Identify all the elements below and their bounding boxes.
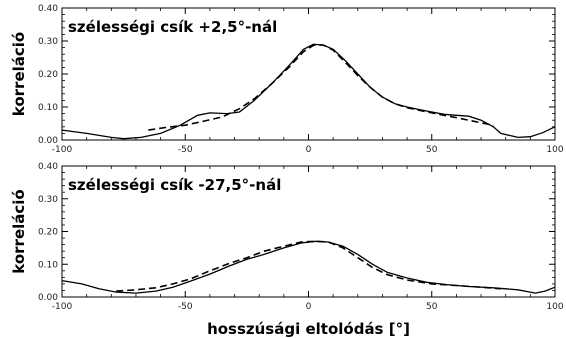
x-tick-label: 100 [546, 302, 563, 312]
series-solid-line [62, 44, 555, 138]
series-group-bottom [62, 241, 555, 293]
x-tick-label: -100 [52, 302, 73, 312]
panel-annotation-bottom: szélességi csík -27,5°-nál [68, 176, 281, 194]
panel-top: 0.000.100.200.300.40 -100 -50 0 50 100 széle… [10, 4, 564, 155]
x-tick-label: 0 [306, 145, 312, 155]
x-tick-label: 50 [426, 302, 438, 312]
y-tick-label: 0.30 [38, 195, 58, 205]
y-tick-label: 0.10 [38, 260, 58, 270]
y-tick-label: 0.20 [38, 228, 58, 238]
x-tick-label: -50 [178, 145, 193, 155]
panel-bottom: 0.000.100.200.300.40 -100 -50 0 50 100 széle… [10, 162, 564, 338]
x-axis-label: hosszúsági eltolódás [°] [207, 320, 410, 338]
x-tick-label: 0 [306, 302, 312, 312]
y-axis-label-bottom: korreláció [10, 189, 28, 273]
y-tick-label: 0.20 [38, 70, 58, 80]
x-tick-label: -50 [178, 302, 193, 312]
y-axis-label-top: korreláció [10, 32, 28, 116]
panel-annotation-top: szélességi csík +2,5°-nál [68, 18, 277, 36]
x-tick-label: 100 [546, 145, 563, 155]
y-tick-label: 0.40 [38, 4, 58, 14]
y-tick-label: 0.10 [38, 103, 58, 113]
y-tick-label: 0.40 [38, 162, 58, 172]
x-tick-label: 50 [426, 145, 438, 155]
x-tick-label: -100 [52, 145, 73, 155]
series-dashed-line [148, 45, 493, 130]
series-solid-line [62, 241, 555, 293]
y-tick-label: 0.30 [38, 37, 58, 47]
series-group-top [62, 44, 555, 138]
